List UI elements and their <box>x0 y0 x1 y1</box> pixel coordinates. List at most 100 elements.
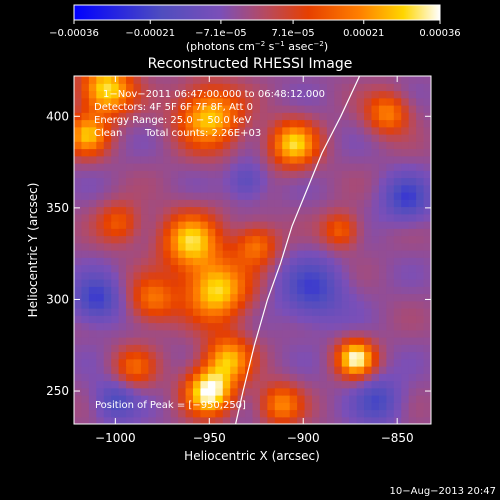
heatmap-cell <box>96 221 105 229</box>
heatmap-cell <box>155 351 164 360</box>
heatmap-cell <box>88 358 97 367</box>
heatmap-cell <box>140 322 149 331</box>
heatmap-cell <box>349 416 358 424</box>
heatmap-cell <box>401 119 410 128</box>
heatmap-cell <box>193 308 202 316</box>
heatmap-cell <box>245 387 254 396</box>
heatmap-cell <box>88 279 97 287</box>
heatmap-cell <box>408 126 417 135</box>
heatmap-cell <box>148 358 157 367</box>
heatmap-cell <box>133 177 142 186</box>
heatmap-cell <box>170 279 179 287</box>
heatmap-cell <box>252 337 261 345</box>
heatmap-cell <box>252 250 261 258</box>
heatmap-cell <box>349 373 358 382</box>
heatmap-cell <box>88 322 97 331</box>
heatmap-cell <box>416 206 425 215</box>
heatmap-cell <box>96 148 105 157</box>
heatmap-cell <box>193 416 202 424</box>
heatmap-cell <box>126 206 135 215</box>
heatmap-cell <box>393 373 402 382</box>
heatmap-cell <box>111 286 120 295</box>
heatmap-cell <box>259 395 268 403</box>
heatmap-cell <box>140 141 149 150</box>
heatmap-cell <box>274 105 283 113</box>
heatmap-cell <box>349 271 358 280</box>
heatmap-cell <box>163 344 172 353</box>
heatmap-cell <box>207 315 216 324</box>
heatmap-cell <box>178 351 187 360</box>
heatmap-cell <box>133 170 142 179</box>
heatmap-cell <box>326 337 335 345</box>
heatmap-cell <box>416 83 425 92</box>
heatmap-cell <box>193 213 202 222</box>
heatmap-cell <box>312 184 321 193</box>
heatmap-cell <box>74 395 83 403</box>
heatmap-cell <box>259 271 268 280</box>
heatmap-cell <box>126 235 135 244</box>
heatmap-cell <box>155 308 164 316</box>
heatmap-cell <box>185 250 194 258</box>
heatmap-cell <box>170 206 179 215</box>
heatmap-cell <box>297 366 306 374</box>
heatmap-cell <box>88 387 97 396</box>
heatmap-cell <box>200 344 209 353</box>
heatmap-cell <box>289 380 298 389</box>
heatmap-cell <box>118 250 127 258</box>
heatmap-cell <box>133 112 142 121</box>
heatmap-cell <box>126 322 135 331</box>
heatmap-cell <box>401 206 410 215</box>
heatmap-cell <box>297 264 306 273</box>
heatmap-cell <box>163 228 172 237</box>
heatmap-cell <box>237 366 246 374</box>
heatmap-cell <box>245 119 254 128</box>
heatmap-cell <box>178 141 187 150</box>
heatmap-cell <box>289 344 298 353</box>
heatmap-cell <box>207 163 216 171</box>
heatmap-cell <box>371 409 380 418</box>
heatmap-cell <box>245 337 254 345</box>
heatmap-cell <box>312 83 321 92</box>
heatmap-cell <box>304 300 313 309</box>
heatmap-cell <box>178 206 187 215</box>
heatmap-cell <box>319 337 328 345</box>
heatmap-cell <box>222 366 231 374</box>
heatmap-cell <box>111 97 120 106</box>
heatmap-cell <box>133 141 142 150</box>
heatmap-cell <box>274 242 283 251</box>
heatmap-cell <box>289 387 298 396</box>
heatmap-cell <box>126 83 135 92</box>
heatmap-cell <box>371 192 380 200</box>
heatmap-cell <box>259 148 268 157</box>
heatmap-cell <box>252 242 261 251</box>
heatmap-cell <box>193 380 202 389</box>
heatmap-cell <box>267 409 276 418</box>
heatmap-cell <box>237 213 246 222</box>
heatmap-cell <box>423 192 431 200</box>
heatmap-cell <box>393 358 402 367</box>
colorbar-gradient <box>73 4 441 21</box>
heatmap-cell <box>170 155 179 164</box>
heatmap-cell <box>408 351 417 360</box>
heatmap-cell <box>126 264 135 273</box>
heatmap-cell <box>118 315 127 324</box>
heatmap-cell <box>341 351 350 360</box>
heatmap-cell <box>222 373 231 382</box>
heatmap-cell <box>222 206 231 215</box>
heatmap-cell <box>252 177 261 186</box>
heatmap-cell <box>96 402 105 411</box>
heatmap-cell <box>386 155 395 164</box>
heatmap-cell <box>416 235 425 244</box>
heatmap-cell <box>74 134 83 142</box>
heatmap-cell <box>297 83 306 92</box>
x-tick-label: −1000 <box>95 431 136 445</box>
heatmap-cell <box>349 206 358 215</box>
heatmap-cell <box>118 213 127 222</box>
heatmap-cell <box>185 170 194 179</box>
heatmap-cell <box>371 337 380 345</box>
heatmap-cell <box>274 308 283 316</box>
heatmap-cell <box>408 286 417 295</box>
heatmap-cell <box>386 380 395 389</box>
heatmap-cell <box>178 76 187 84</box>
heatmap-cell <box>386 373 395 382</box>
